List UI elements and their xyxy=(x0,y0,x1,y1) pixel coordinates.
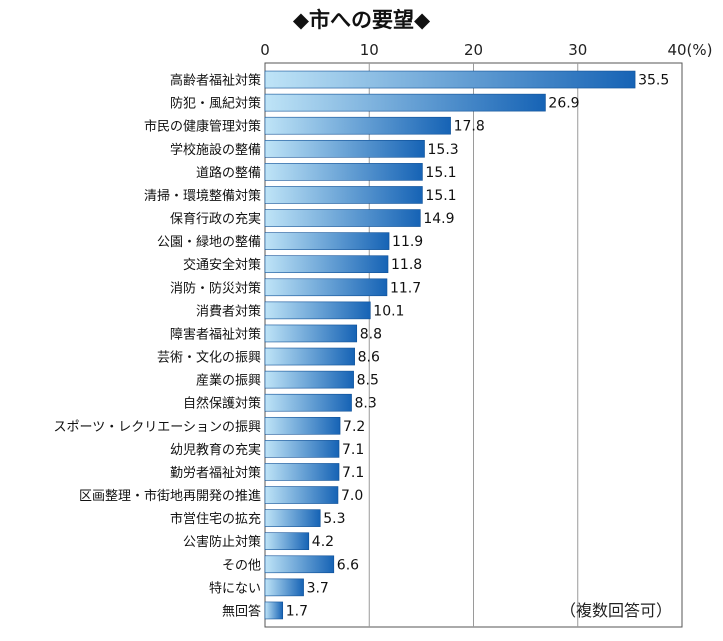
x-tick-label: 20 xyxy=(464,41,483,59)
category-label: 保育行政の充実 xyxy=(170,211,261,227)
category-label: 特にない xyxy=(209,581,261,596)
bar xyxy=(264,255,389,274)
category-label: 防犯・風紀対策 xyxy=(170,96,261,112)
bar xyxy=(264,139,425,158)
category-label: 産業の振興 xyxy=(196,373,261,389)
bar xyxy=(264,163,423,181)
bar-value-label: 8.5 xyxy=(357,373,379,389)
bar-value-label: 14.9 xyxy=(423,211,454,227)
bar xyxy=(264,347,355,366)
bar xyxy=(264,393,352,412)
bar-value-label: 8.3 xyxy=(355,396,377,412)
category-label: 消防・防災対策 xyxy=(170,280,261,296)
category-label: その他 xyxy=(222,558,261,573)
bar xyxy=(264,301,371,320)
category-label: 公園・緑地の整備 xyxy=(157,234,261,250)
bar-value-label: 10.1 xyxy=(373,303,404,319)
x-tick-label: 10 xyxy=(360,41,379,59)
bar-value-label: 15.1 xyxy=(425,165,456,181)
bar-value-label: 7.2 xyxy=(343,419,365,435)
x-tick-label: 0 xyxy=(260,41,270,59)
bar xyxy=(264,370,354,389)
chart-title: ◆市への要望◆ xyxy=(292,8,431,32)
bar-value-label: 15.1 xyxy=(425,188,456,204)
bar-value-label: 26.9 xyxy=(548,96,579,112)
bar-value-label: 8.6 xyxy=(358,350,380,366)
category-label: 清掃・環境整備対策 xyxy=(144,188,261,204)
category-label: 芸術・文化の振興 xyxy=(157,350,261,366)
bar-value-label: 17.8 xyxy=(454,119,485,135)
bar xyxy=(264,440,340,458)
bar-value-label: 11.7 xyxy=(390,280,421,296)
category-label: 高齢者福祉対策 xyxy=(170,73,261,89)
bar-value-label: 3.7 xyxy=(307,580,329,596)
category-label: 区画整理・市街地再開発の推進 xyxy=(79,488,261,504)
bar-value-label: 7.1 xyxy=(342,465,364,481)
bar xyxy=(264,486,339,504)
category-label: 道路の整備 xyxy=(196,165,261,181)
bar-value-label: 15.3 xyxy=(428,142,459,158)
bar-value-label: 11.9 xyxy=(392,234,423,250)
bar xyxy=(264,93,546,112)
category-label: 自然保護対策 xyxy=(183,396,261,412)
bar xyxy=(264,555,335,574)
bar xyxy=(264,278,388,297)
bar xyxy=(264,463,340,481)
bar xyxy=(264,532,310,551)
x-tick-label: 40(%) xyxy=(667,41,712,59)
category-label: 障害者福祉対策 xyxy=(170,326,261,342)
bar xyxy=(264,601,284,620)
category-label: 無回答 xyxy=(222,603,261,619)
category-label: 市民の健康管理対策 xyxy=(144,119,261,135)
bar xyxy=(264,324,358,343)
category-label: 交通安全対策 xyxy=(183,257,261,273)
bar xyxy=(264,578,304,597)
category-label: スポーツ・レクリエーションの振興 xyxy=(54,420,261,435)
bar-value-label: 6.6 xyxy=(337,557,359,573)
multiple-answer-note: （複数回答可） xyxy=(560,601,673,620)
category-label: 市営住宅の拡充 xyxy=(170,511,261,527)
bar xyxy=(264,70,636,89)
category-label: 学校施設の整備 xyxy=(170,142,261,158)
bar-value-label: 4.2 xyxy=(312,534,334,550)
bar xyxy=(264,416,341,435)
category-label: 消費者対策 xyxy=(196,303,261,319)
bar xyxy=(264,509,321,527)
category-label: 勤労者福祉対策 xyxy=(170,465,261,481)
bar-value-label: 7.1 xyxy=(342,442,364,458)
category-label: 幼児教育の充実 xyxy=(170,442,261,458)
bar-value-label: 5.3 xyxy=(323,511,345,527)
bar-value-label: 1.7 xyxy=(286,603,308,619)
bar-value-label: 8.8 xyxy=(360,326,382,342)
bar-value-label: 11.8 xyxy=(391,257,422,273)
bar-value-label: 35.5 xyxy=(638,73,669,89)
bar xyxy=(264,186,423,204)
category-label: 公害防止対策 xyxy=(183,534,261,550)
bar-value-label: 7.0 xyxy=(341,488,363,504)
bar xyxy=(264,116,451,135)
x-tick-label: 30 xyxy=(568,41,587,59)
bar xyxy=(264,209,421,227)
bar xyxy=(264,232,390,250)
